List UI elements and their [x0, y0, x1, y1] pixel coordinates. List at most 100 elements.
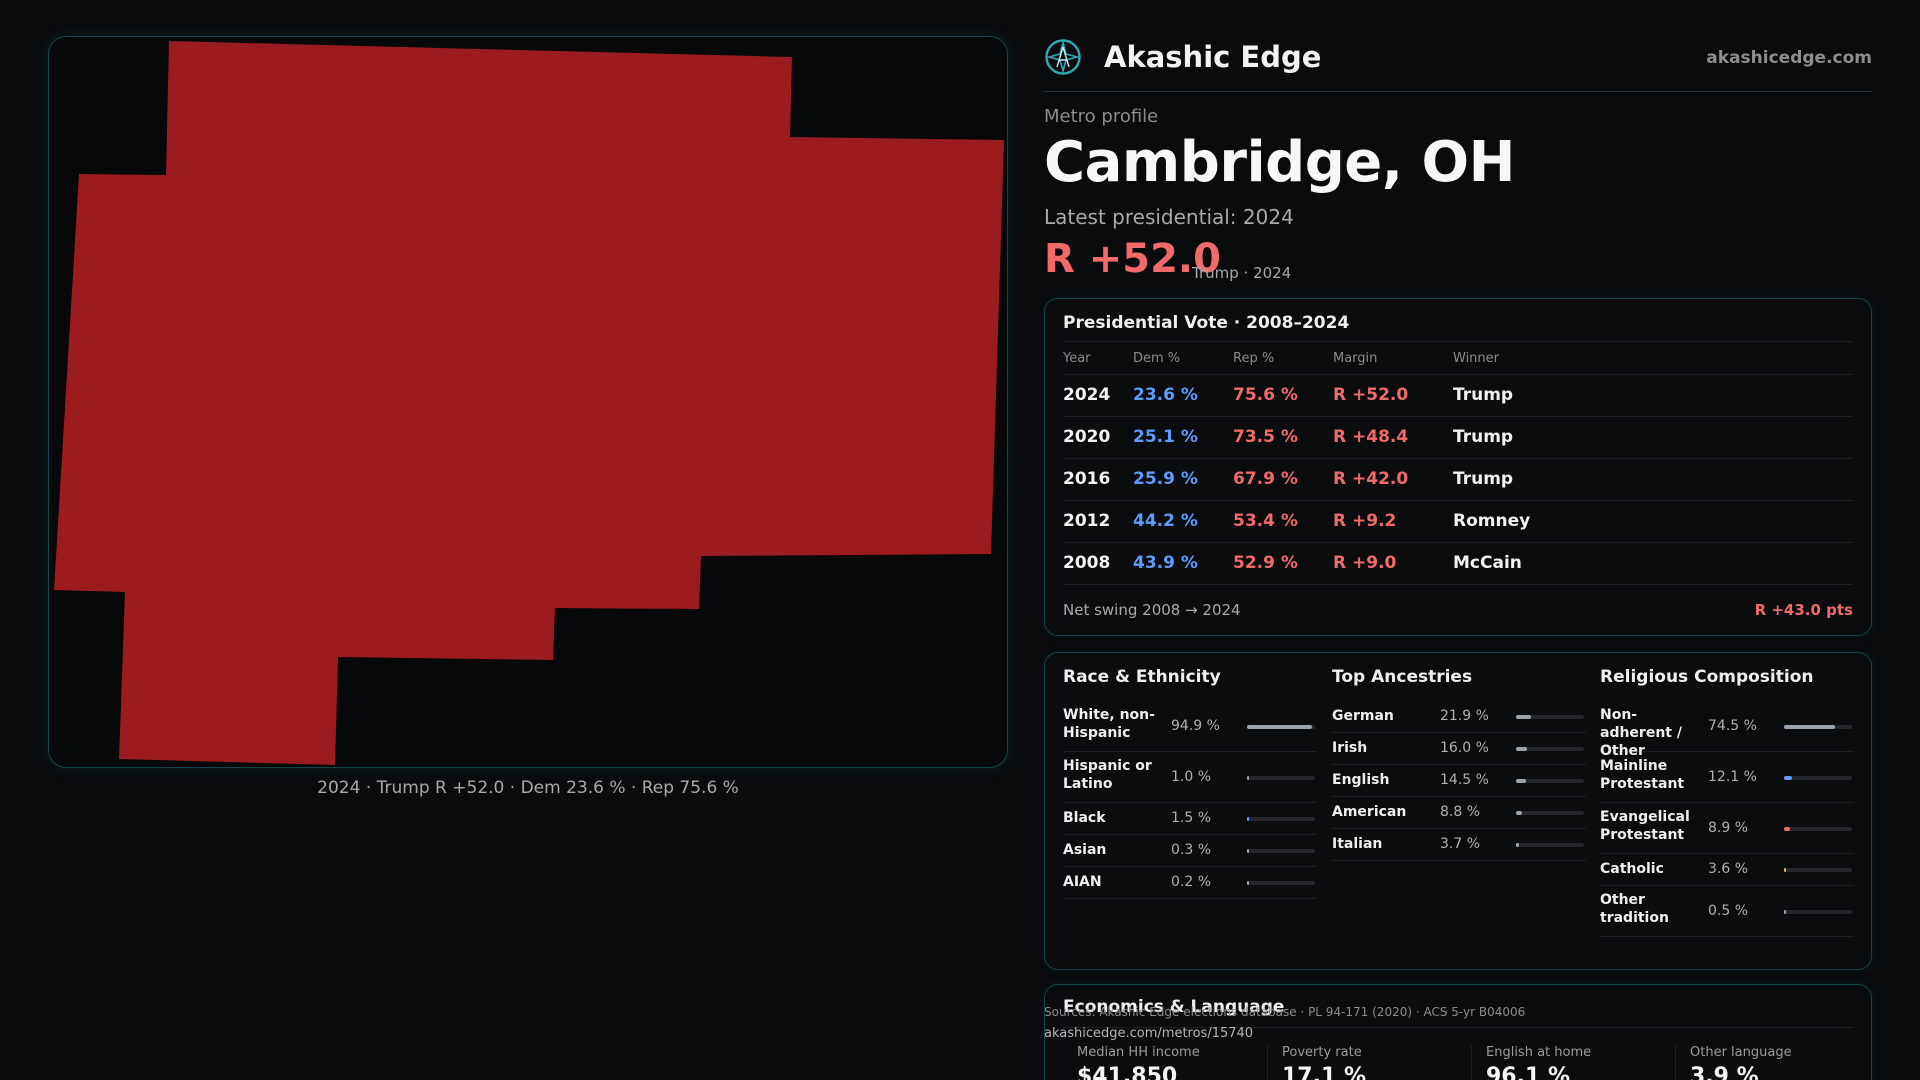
demographics-card: Race & Ethnicity White, non-Hispanic 94.9… — [1044, 652, 1872, 970]
row-year: 2008 — [1063, 553, 1111, 573]
headline-margin-detail: Trump · 2024 — [1192, 264, 1292, 282]
list-item: Irish 16.0 % — [1332, 733, 1586, 765]
item-value: 1.0 % — [1171, 769, 1212, 785]
item-value: 1.5 % — [1171, 810, 1212, 826]
stat-value: 17.1 % — [1282, 1064, 1366, 1080]
row-dem: 44.2 % — [1133, 511, 1198, 531]
stat-label: Median HH income — [1077, 1045, 1200, 1060]
brand-url-link[interactable]: akashicedge.com — [1706, 48, 1872, 68]
header-winner: Winner — [1453, 351, 1500, 366]
bar-fill — [1247, 849, 1249, 853]
list-item: White, non-Hispanic 94.9 % — [1063, 701, 1317, 752]
row-year: 2012 — [1063, 511, 1111, 531]
item-value: 0.3 % — [1171, 842, 1212, 858]
bar-track — [1247, 849, 1315, 853]
bar-fill — [1516, 779, 1526, 783]
bar-track — [1247, 881, 1315, 885]
religion-section: Religious Composition Non-adherent / Oth… — [1600, 667, 1854, 937]
item-label: English — [1332, 772, 1390, 788]
divider — [1063, 1027, 1853, 1028]
row-margin: R +42.0 — [1333, 469, 1409, 489]
bar-fill — [1516, 843, 1519, 847]
item-label: Irish — [1332, 740, 1368, 756]
headline-margin: R +52.0 — [1044, 236, 1221, 282]
profile-panel: Akashic Edge akashicedge.com Metro profi… — [1044, 0, 1872, 1080]
row-dem: 25.9 % — [1133, 469, 1198, 489]
brand-header: Akashic Edge akashicedge.com — [1044, 36, 1872, 92]
row-rep: 67.9 % — [1233, 469, 1298, 489]
table-row: 2024 23.6 % 75.6 % R +52.0 Trump — [1063, 375, 1853, 417]
compass-rose-icon — [1045, 39, 1081, 75]
county-map[interactable] — [48, 36, 1008, 768]
list-item: Hispanic or Latino 1.0 % — [1063, 752, 1317, 803]
row-margin: R +52.0 — [1333, 385, 1409, 405]
list-item: Other tradition 0.5 % — [1600, 886, 1854, 937]
row-winner: Trump — [1453, 385, 1514, 405]
header-dem: Dem % — [1133, 351, 1181, 366]
item-value: 3.7 % — [1440, 836, 1481, 852]
row-year: 2016 — [1063, 469, 1111, 489]
table-row: 2008 43.9 % 52.9 % R +9.0 McCain — [1063, 543, 1853, 585]
stat-label: English at home — [1486, 1045, 1592, 1060]
row-winner: Trump — [1453, 427, 1514, 447]
bar-fill — [1784, 827, 1790, 831]
economics-title: Economics & Language — [1063, 997, 1285, 1017]
bar-track — [1247, 817, 1315, 821]
bar-track — [1784, 868, 1852, 872]
row-winner: Trump — [1453, 469, 1514, 489]
item-value: 16.0 % — [1440, 740, 1489, 756]
religion-title: Religious Composition — [1600, 667, 1814, 687]
bar-track — [1516, 811, 1584, 815]
row-dem: 25.1 % — [1133, 427, 1198, 447]
row-margin: R +48.4 — [1333, 427, 1409, 447]
item-label: White, non-Hispanic — [1063, 707, 1155, 741]
ancestry-title: Top Ancestries — [1332, 667, 1473, 687]
bar-track — [1784, 725, 1852, 729]
bar-track — [1516, 779, 1584, 783]
list-item: Black 1.5 % — [1063, 803, 1317, 835]
row-winner: Romney — [1453, 511, 1531, 531]
list-item: Evangelical Protestant 8.9 % — [1600, 803, 1854, 854]
stat-median-income: Median HH income $41,850 — [1063, 1045, 1267, 1080]
map-caption: 2024 · Trump R +52.0 · Dem 23.6 % · Rep … — [317, 778, 739, 798]
item-label: Hispanic or Latino — [1063, 758, 1152, 792]
bar-fill — [1516, 811, 1522, 815]
stat-label: Other language — [1690, 1045, 1792, 1060]
stat-value: $41,850 — [1077, 1064, 1178, 1080]
list-item: Mainline Protestant 12.1 % — [1600, 752, 1854, 803]
stat-english-at-home: English at home 96.1 % — [1471, 1045, 1675, 1080]
stat-other-language: Other language 3.9 % — [1675, 1045, 1879, 1080]
list-item: Asian 0.3 % — [1063, 835, 1317, 867]
bar-track — [1516, 747, 1584, 751]
header-margin: Margin — [1333, 351, 1378, 366]
brand-name[interactable]: Akashic Edge — [1104, 40, 1322, 74]
county-shape[interactable] — [54, 41, 1004, 765]
bar-fill — [1784, 868, 1786, 872]
table-row: 2016 25.9 % 67.9 % R +42.0 Trump — [1063, 459, 1853, 501]
page-title: Cambridge, OH — [1044, 130, 1516, 195]
bar-fill — [1247, 725, 1312, 729]
item-label: Non-adherent / Other — [1600, 707, 1682, 759]
permalink[interactable]: akashicedge.com/metros/15740 — [1044, 1026, 1254, 1041]
page-eyebrow: Metro profile — [1044, 106, 1159, 127]
county-shape-svg — [54, 41, 1004, 765]
row-year: 2020 — [1063, 427, 1111, 447]
row-winner: McCain — [1453, 553, 1522, 573]
list-item: AIAN 0.2 % — [1063, 867, 1317, 899]
net-swing-label: Net swing 2008 → 2024 — [1063, 601, 1241, 619]
stat-poverty-rate: Poverty rate 17.1 % — [1267, 1045, 1471, 1080]
list-item: Catholic 3.6 % — [1600, 854, 1854, 886]
bar-fill — [1784, 776, 1792, 780]
row-dem: 23.6 % — [1133, 385, 1198, 405]
row-dem: 43.9 % — [1133, 553, 1198, 573]
item-label: Mainline Protestant — [1600, 758, 1685, 792]
bar-track — [1784, 776, 1852, 780]
item-value: 74.5 % — [1708, 718, 1757, 734]
bar-fill — [1247, 881, 1249, 885]
row-rep: 73.5 % — [1233, 427, 1298, 447]
item-label: American — [1332, 804, 1407, 820]
row-rep: 52.9 % — [1233, 553, 1298, 573]
item-label: Black — [1063, 810, 1106, 826]
item-label: Italian — [1332, 836, 1383, 852]
sources-note: Sources: Akashic Edge elections database… — [1044, 1005, 1526, 1019]
